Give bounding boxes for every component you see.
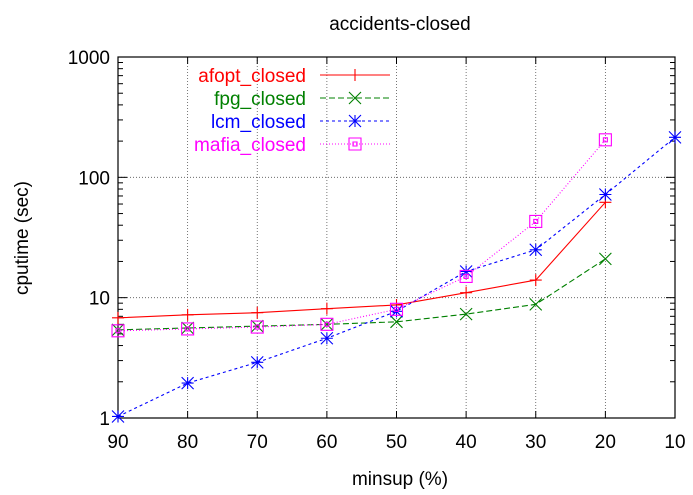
data-point-afopt-closed: [112, 311, 124, 324]
data-point-afopt-closed: [181, 308, 194, 321]
data-point-lcm-closed: [598, 188, 612, 201]
y-axis-label: cputime (sec): [12, 181, 33, 295]
data-point-lcm-closed: [250, 355, 264, 369]
data-point-mafia-closed: [250, 320, 264, 334]
series-line-fpg-closed: [117, 258, 606, 331]
x-tick-label: 70: [247, 432, 268, 453]
legend-label: lcm_closed: [211, 112, 306, 133]
legend-item-fpg-closed: fpg_closed: [214, 89, 390, 110]
series-line-lcm-closed: [117, 136, 676, 417]
series-mafia-closed: [111, 133, 612, 338]
series-afopt-closed: [112, 196, 612, 324]
data-point-lcm-closed: [459, 265, 473, 278]
data-point-lcm-closed: [320, 331, 334, 345]
data-point-fpg-closed: [320, 317, 334, 331]
data-point-lcm-closed: [529, 243, 543, 257]
data-point-afopt-closed: [529, 274, 542, 287]
x-tick-label: 40: [456, 432, 477, 453]
data-point-lcm-closed: [668, 130, 682, 144]
data-point-afopt-closed: [320, 302, 333, 315]
data-point-fpg-closed: [181, 321, 195, 335]
legend: afopt_closedfpg_closedlcm_closedmafia_cl…: [194, 66, 390, 156]
legend-marker: [348, 91, 362, 105]
legend-label: afopt_closed: [198, 66, 306, 87]
chart-title: accidents-closed: [329, 14, 471, 35]
data-point-mafia-closed: [111, 324, 125, 338]
series-line-afopt-closed: [117, 201, 606, 319]
data-point-lcm-closed: [181, 376, 195, 390]
data-point-fpg-closed: [250, 319, 264, 333]
x-tick-label: 50: [386, 432, 407, 453]
data-point-mafia-closed: [529, 214, 543, 228]
legend-marker: [349, 69, 361, 81]
data-point-fpg-closed: [529, 297, 543, 311]
y-tick-label: 1000: [68, 48, 110, 69]
data-point-mafia-closed: [181, 322, 195, 336]
data-point-lcm-closed: [111, 410, 125, 423]
data-point-mafia-closed: [459, 269, 473, 284]
data-point-fpg-closed: [598, 252, 612, 266]
legend-marker: [348, 137, 362, 151]
y-tick-label: 1: [99, 409, 110, 430]
data-point-mafia-closed: [389, 302, 404, 316]
series-line-mafia-closed: [117, 139, 606, 332]
data-point-mafia-closed: [598, 133, 612, 147]
y-tick-label: 10: [89, 289, 110, 310]
x-tick-label: 80: [177, 432, 198, 453]
legend-item-afopt-closed: afopt_closed: [198, 66, 390, 87]
series-group: [111, 130, 682, 423]
x-tick-label: 10: [664, 432, 685, 453]
x-axis-label: minsup (%): [352, 469, 448, 490]
x-tick-label: 30: [525, 432, 546, 453]
data-point-fpg-closed: [459, 307, 473, 321]
data-point-afopt-closed: [251, 306, 264, 319]
x-tick-label: 20: [595, 432, 616, 453]
grid: [118, 57, 675, 418]
legend-label: fpg_closed: [214, 89, 306, 110]
y-tick-label: 100: [78, 168, 110, 189]
x-tick-label: 60: [316, 432, 337, 453]
series-fpg-closed: [111, 252, 612, 337]
data-point-fpg-closed: [111, 323, 125, 337]
legend-item-mafia-closed: mafia_closed: [194, 135, 390, 156]
data-point-mafia-closed: [320, 317, 334, 331]
data-point-afopt-closed: [460, 286, 473, 299]
x-tick-label: 90: [107, 432, 128, 453]
legend-label: mafia_closed: [194, 135, 306, 156]
axis-ticks: 90 80 70 60 50 40 30 20 10 1 10 100 1000: [68, 48, 686, 453]
data-point-fpg-closed: [390, 315, 403, 329]
legend-marker: [348, 114, 362, 128]
legend-item-lcm-closed: lcm_closed: [211, 112, 390, 133]
